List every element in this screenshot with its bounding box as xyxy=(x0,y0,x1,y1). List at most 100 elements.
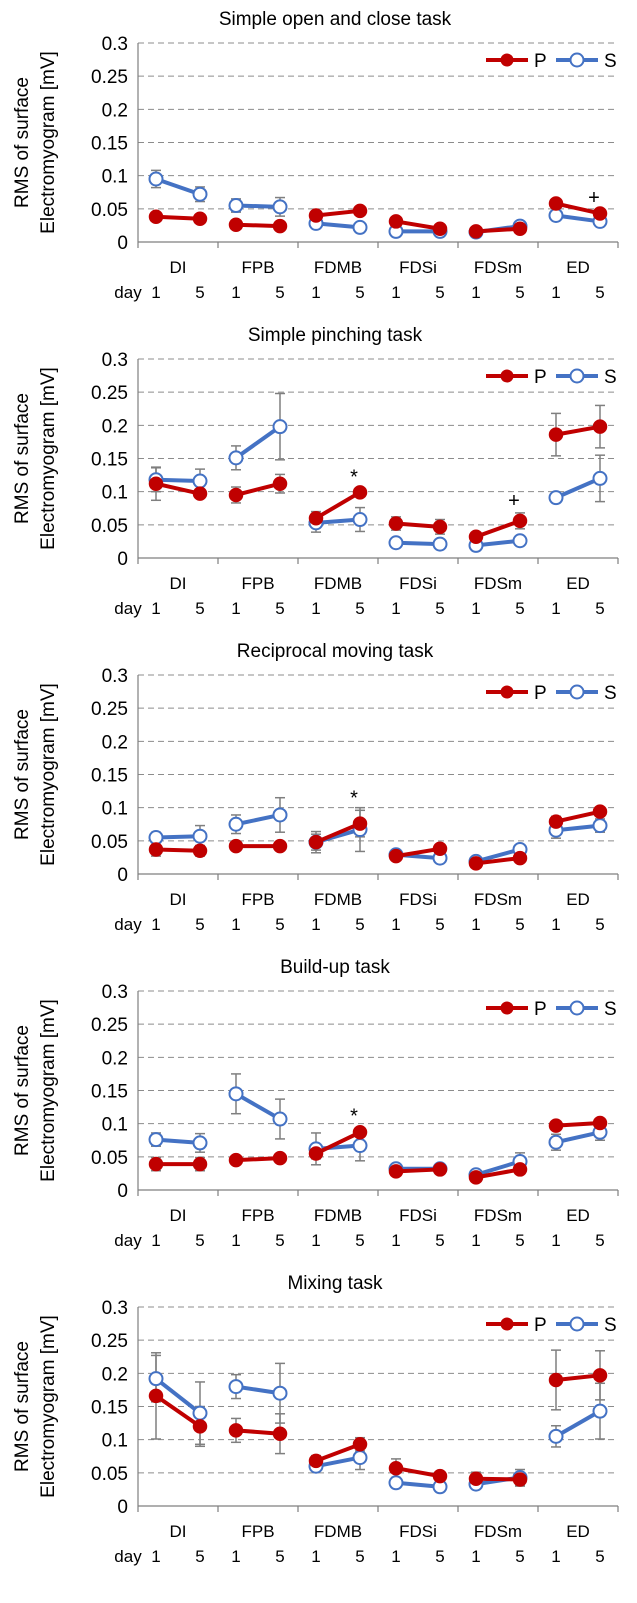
series-line-P xyxy=(395,1167,441,1174)
category-label: FPB xyxy=(241,890,274,909)
data-point-P xyxy=(592,206,608,221)
day-tick-label: 1 xyxy=(231,599,240,618)
day-axis-label: day xyxy=(114,1231,142,1250)
data-point-P xyxy=(512,513,528,529)
day-tick-label: 5 xyxy=(435,283,444,302)
day-tick-label: 1 xyxy=(151,1231,160,1250)
data-point-P xyxy=(468,856,484,871)
day-tick-label: 5 xyxy=(595,1231,604,1250)
series-line-P xyxy=(475,1476,521,1482)
legend-marker-P xyxy=(500,1317,514,1331)
chart-panel-5: Mixing task RMS of surface Electromyogram … xyxy=(0,1264,637,1580)
data-point-P xyxy=(468,224,484,239)
day-tick-label: 1 xyxy=(471,599,480,618)
data-point-P xyxy=(512,1162,528,1177)
series-line-P xyxy=(555,424,601,437)
y-axis-label-line1: RMS of surface xyxy=(12,1341,33,1472)
data-point-P xyxy=(592,1115,608,1131)
day-tick-label: 1 xyxy=(311,599,320,618)
data-point-P xyxy=(352,203,368,219)
data-point-P xyxy=(192,843,208,859)
chart-title: Reciprocal moving task xyxy=(237,641,434,662)
day-tick-label: 5 xyxy=(195,1547,204,1566)
data-point-S xyxy=(592,470,608,486)
series-line-P xyxy=(315,208,361,218)
y-tick-label: 0.25 xyxy=(91,1015,128,1036)
day-axis-label: day xyxy=(114,915,142,934)
legend-marker-S xyxy=(569,1000,585,1016)
data-point-P xyxy=(228,1152,244,1168)
series-line-S xyxy=(235,1092,281,1121)
series-line-P xyxy=(475,226,521,234)
y-tick-label: 0.1 xyxy=(102,799,128,820)
y-tick-label: 0 xyxy=(117,549,128,570)
series-line-P xyxy=(235,222,281,229)
category-label: ED xyxy=(566,1522,590,1541)
series-line-P xyxy=(475,856,521,866)
y-tick-label: 0.15 xyxy=(91,450,128,471)
data-point-P xyxy=(388,1460,404,1476)
series-line-P xyxy=(475,518,521,539)
series-line-P xyxy=(395,1466,441,1479)
chart-title: Simple pinching task xyxy=(248,325,423,346)
y-tick-label: 0.25 xyxy=(91,699,128,720)
series-line-P xyxy=(395,521,441,529)
day-tick-label: 1 xyxy=(231,1231,240,1250)
y-tick-label: 0.05 xyxy=(91,200,128,221)
data-point-P xyxy=(432,1468,448,1484)
day-tick-label: 5 xyxy=(595,283,604,302)
series-line-P xyxy=(395,846,441,859)
legend-label-P: P xyxy=(534,367,547,388)
y-tick-label: 0.1 xyxy=(102,1115,128,1136)
day-tick-label: 5 xyxy=(275,283,284,302)
data-point-P xyxy=(272,1426,288,1441)
day-tick-label: 1 xyxy=(471,283,480,302)
series-line-S xyxy=(555,1130,601,1145)
day-tick-label: 1 xyxy=(551,283,560,302)
data-point-S xyxy=(388,535,404,551)
data-point-P xyxy=(148,209,164,225)
day-tick-label: 5 xyxy=(435,1231,444,1250)
chart-svg: Simple open and close task RMS of surface… xyxy=(12,9,619,302)
data-point-P xyxy=(548,1372,564,1388)
day-tick-label: 5 xyxy=(515,1231,524,1250)
y-tick-label: 0.2 xyxy=(102,1048,128,1069)
y-tick-label: 0.05 xyxy=(91,1464,128,1485)
series-line-P xyxy=(395,219,441,231)
legend-marker-S xyxy=(569,684,585,700)
day-tick-label: 1 xyxy=(391,599,400,618)
data-point-S xyxy=(548,1428,564,1444)
data-point-S xyxy=(148,171,164,187)
legend-label-P: P xyxy=(534,683,547,704)
data-point-P xyxy=(512,1472,528,1487)
category-label: DI xyxy=(170,574,187,593)
data-point-S xyxy=(148,830,164,846)
data-point-P xyxy=(548,427,564,442)
day-tick-label: 1 xyxy=(151,1547,160,1566)
data-point-S xyxy=(272,1385,288,1401)
day-tick-label: 5 xyxy=(595,599,604,618)
day-tick-label: 1 xyxy=(311,1547,320,1566)
series-line-S xyxy=(475,847,521,864)
data-point-S xyxy=(272,199,288,215)
data-point-S xyxy=(352,1138,368,1154)
y-tick-label: 0.1 xyxy=(102,483,128,504)
series-line-P xyxy=(555,1121,601,1128)
significance-marker: + xyxy=(588,187,600,209)
day-tick-label: 1 xyxy=(391,283,400,302)
chart-title: Simple open and close task xyxy=(219,9,452,30)
data-point-P xyxy=(548,1118,564,1133)
day-tick-label: 5 xyxy=(195,1231,204,1250)
data-point-P xyxy=(192,486,208,501)
data-point-P xyxy=(148,842,164,857)
legend-marker-P xyxy=(500,53,514,67)
data-point-P xyxy=(308,1453,324,1469)
y-tick-label: 0.3 xyxy=(102,666,128,687)
y-axis-label-line2: Electromyogram [mV] xyxy=(38,683,59,866)
data-point-S xyxy=(352,219,368,235)
day-tick-label: 5 xyxy=(435,915,444,934)
data-point-S xyxy=(272,807,288,823)
day-tick-label: 1 xyxy=(391,1547,400,1566)
category-label: FDSm xyxy=(474,1206,522,1225)
category-label: ED xyxy=(566,890,590,909)
